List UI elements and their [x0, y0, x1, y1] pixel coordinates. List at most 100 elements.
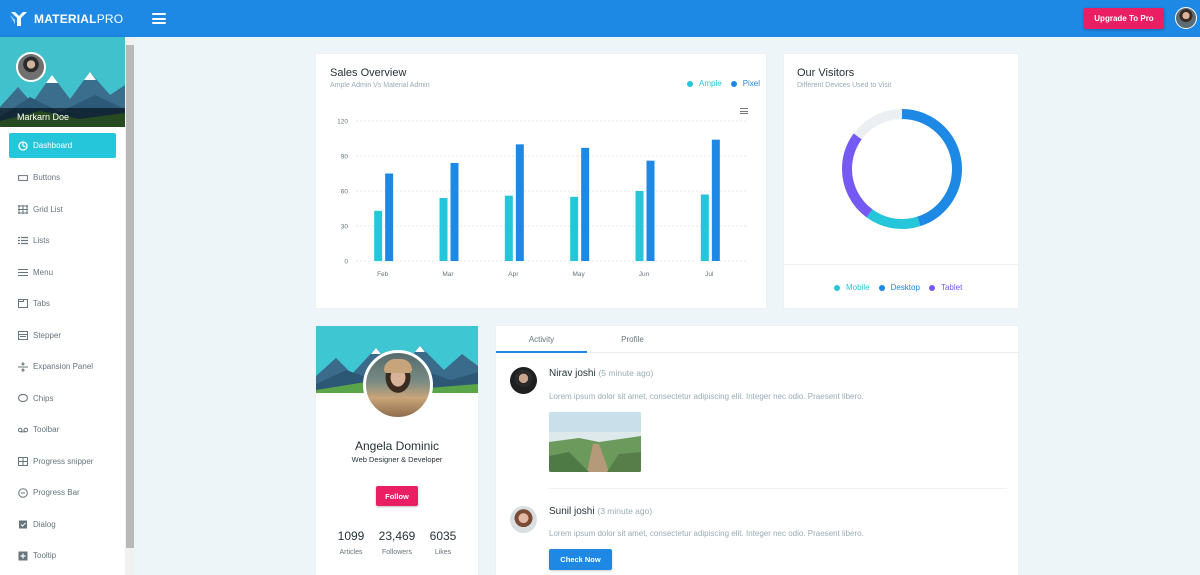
- stat-label: Likes: [434, 549, 452, 556]
- bar-pixel-jul[interactable]: [711, 139, 720, 261]
- sidebar-item-dashboard[interactable]: Dashboard: [9, 133, 116, 158]
- legend-item-desktop[interactable]: Desktop: [878, 283, 920, 292]
- feed-time: (5 minute ago): [598, 368, 654, 378]
- user-avatar[interactable]: [1175, 7, 1197, 29]
- hamburger-icon[interactable]: [152, 13, 166, 24]
- bar-ample-jul[interactable]: [700, 194, 709, 262]
- sidebar-item-toolbar[interactable]: Toolbar: [0, 414, 125, 446]
- bar-ample-feb[interactable]: [374, 210, 383, 261]
- sidebar-item-progress-bar[interactable]: Progress Bar: [0, 477, 125, 509]
- bar-ample-apr[interactable]: [504, 195, 513, 261]
- sidebar-item-label: Progress Bar: [33, 488, 80, 498]
- sidebar-item-grid-list[interactable]: Grid List: [0, 194, 125, 226]
- logo-text: MATERIALPRO: [34, 11, 124, 26]
- bar-ample-jun[interactable]: [635, 191, 644, 261]
- feed-avatar[interactable]: [510, 367, 537, 394]
- stat-label: Followers: [382, 549, 412, 556]
- stepper-icon: [18, 330, 28, 340]
- bar-pixel-jun[interactable]: [646, 160, 655, 261]
- logo-icon: [10, 11, 28, 27]
- expand-icon: [18, 361, 28, 372]
- boardwalk-image: [549, 412, 641, 472]
- dashboard-icon: [18, 140, 28, 151]
- legend-dot-mobile: [834, 284, 840, 291]
- sidebar-avatar[interactable]: [16, 52, 46, 82]
- legend-label-tablet: Tablet: [940, 283, 963, 292]
- sidebar-item-label: Progress snipper: [33, 456, 94, 466]
- sidebar-item-expansion-panel[interactable]: Expansion Panel: [0, 351, 125, 383]
- x-tick-label: Feb: [377, 271, 389, 278]
- sidebar-item-buttons[interactable]: Buttons: [0, 162, 125, 194]
- y-tick-label: 30: [341, 224, 349, 231]
- topbar: MATERIALPRO Upgrade To Pro: [0, 0, 1200, 37]
- profile-name: Angela Dominic: [354, 439, 440, 453]
- legend-item-pixel[interactable]: Pixel: [730, 79, 760, 88]
- sidebar-item-progress-snipper[interactable]: Progress snipper: [0, 446, 125, 478]
- bar-ample-mar[interactable]: [439, 198, 448, 261]
- spinner-icon: [18, 456, 28, 466]
- sidebar-item-lists[interactable]: Lists: [0, 225, 125, 257]
- follow-button[interactable]: Follow: [376, 486, 418, 506]
- feed-user-name[interactable]: Sunil joshi: [549, 506, 595, 517]
- sidebar-item-label: Tooltip: [33, 551, 57, 561]
- sidebar-nav: Dashboard Buttons Grid List Lists Menu T…: [0, 127, 125, 572]
- check-now-button[interactable]: Check Now: [549, 549, 612, 570]
- sidebar-item-tabs[interactable]: Tabs: [0, 288, 125, 320]
- legend-item-tablet[interactable]: Tablet: [928, 283, 963, 292]
- bar-pixel-mar[interactable]: [450, 163, 459, 261]
- dialog-icon: [18, 520, 28, 529]
- feed-avatar[interactable]: [510, 506, 537, 533]
- sidebar-item-dialog[interactable]: Dialog: [0, 509, 125, 541]
- upgrade-button[interactable]: Upgrade To Pro: [1084, 8, 1164, 29]
- donut-slice-tablet[interactable]: [842, 109, 962, 229]
- sidebar-item-chips[interactable]: Chips: [0, 383, 125, 415]
- sidebar-scrollbar[interactable]: [125, 37, 135, 575]
- sidebar-item-label: Dashboard: [33, 141, 73, 150]
- feed-image[interactable]: [549, 412, 641, 472]
- sidebar-item-label: Buttons: [33, 173, 61, 183]
- legend-dot-tablet: [928, 284, 935, 291]
- feed-text: Lorem ipsum dolor sit amet, consectetur …: [549, 392, 864, 401]
- bar-pixel-feb[interactable]: [385, 173, 394, 262]
- sidebar-item-label: Tabs: [33, 299, 50, 309]
- sidebar-item-tooltip[interactable]: Tooltip: [0, 540, 125, 572]
- profile-photo[interactable]: [363, 350, 433, 420]
- legend-item-ample[interactable]: Ample: [687, 79, 722, 88]
- sidebar-item-label: Lists: [33, 236, 50, 246]
- sidebar-user-name[interactable]: Markarn Doe: [0, 108, 125, 127]
- sidebar-item-label: Expansion Panel: [33, 362, 94, 372]
- sales-subtitle: Ample Admin Vs Material Admin: [330, 82, 430, 89]
- tab-icon: [18, 299, 28, 309]
- toolbar-icon: [18, 425, 28, 434]
- feed-divider: [549, 488, 1007, 489]
- sidebar: Markarn Doe Dashboard Buttons Grid List …: [0, 37, 125, 575]
- bar-ample-may[interactable]: [570, 196, 579, 261]
- x-tick-label: Mar: [442, 271, 454, 278]
- bar-pixel-may[interactable]: [581, 147, 590, 261]
- chart-menu-icon[interactable]: [740, 108, 748, 114]
- tab-activity[interactable]: Activity: [496, 326, 587, 353]
- legend-label-desktop: Desktop: [890, 283, 920, 292]
- feed-user-name[interactable]: Nirav joshi: [549, 368, 596, 379]
- stat-label: Articles: [339, 549, 363, 556]
- sidebar-profile: Markarn Doe: [0, 37, 125, 127]
- x-tick-label: Jun: [639, 271, 650, 278]
- stat-followers: 23,469 Followers: [373, 529, 421, 556]
- list-icon: [18, 236, 28, 245]
- scrollbar-thumb[interactable]: [126, 45, 134, 548]
- y-tick-label: 90: [341, 154, 349, 161]
- logo[interactable]: MATERIALPRO: [10, 11, 140, 27]
- donut-slice-desktop[interactable]: [842, 109, 962, 229]
- tooltip-icon: [18, 551, 28, 561]
- stat-likes: 6035 Likes: [423, 529, 463, 556]
- sidebar-item-menu[interactable]: Menu: [0, 257, 125, 289]
- profile-stats: 1099 Articles 23,469 Followers 6035 Like…: [316, 529, 478, 556]
- legend-item-mobile[interactable]: Mobile: [834, 283, 870, 292]
- sidebar-item-stepper[interactable]: Stepper: [0, 320, 125, 352]
- sales-title: Sales Overview: [330, 67, 407, 79]
- bar-pixel-apr[interactable]: [515, 144, 524, 261]
- tab-profile[interactable]: Profile: [621, 335, 644, 344]
- stat-value: 6035: [429, 529, 457, 543]
- donut-slice-mobile[interactable]: [842, 109, 962, 229]
- sidebar-item-label: Toolbar: [33, 425, 60, 435]
